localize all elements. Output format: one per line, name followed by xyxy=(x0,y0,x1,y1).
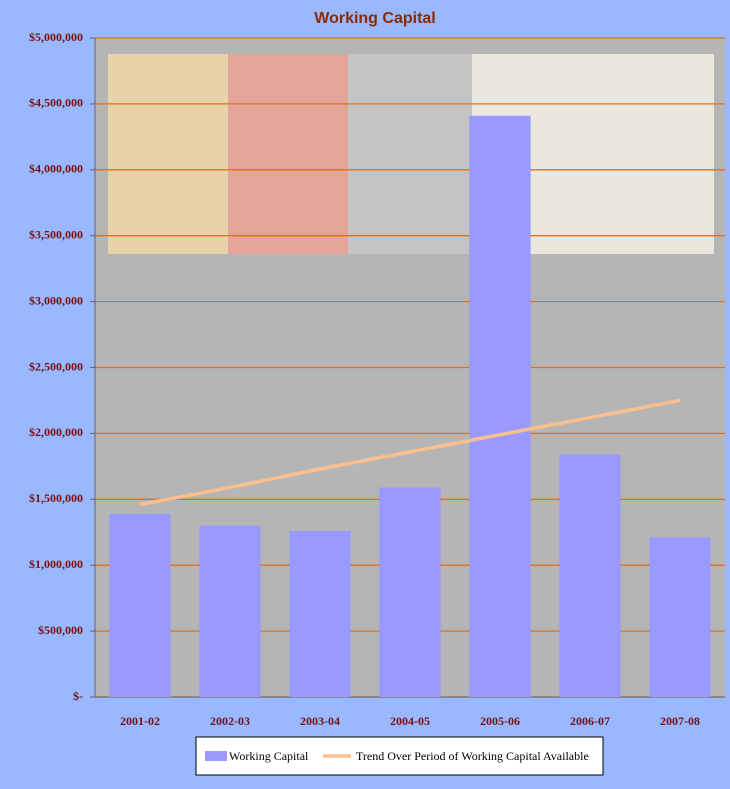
bar xyxy=(379,487,441,697)
bar xyxy=(199,525,261,697)
legend-label: Working Capital xyxy=(229,749,309,763)
chart-title: Working Capital xyxy=(314,10,436,27)
x-tick-label: 2002-03 xyxy=(210,714,250,728)
y-tick-label: $3,500,000 xyxy=(29,227,83,241)
bar xyxy=(649,537,711,697)
y-tick-label: $4,000,000 xyxy=(29,162,83,176)
bar xyxy=(109,513,171,697)
legend-label: Trend Over Period of Working Capital Ava… xyxy=(356,749,589,763)
bar xyxy=(289,530,351,697)
y-tick-label: $4,500,000 xyxy=(29,96,83,110)
decor-panel xyxy=(108,54,228,254)
bar xyxy=(469,115,531,697)
y-tick-label: $2,500,000 xyxy=(29,359,83,373)
decor-panel xyxy=(228,54,348,254)
legend xyxy=(195,736,604,776)
x-tick-label: 2006-07 xyxy=(570,714,610,728)
bar xyxy=(559,454,621,697)
y-tick-label: $- xyxy=(73,689,83,703)
y-tick-label: $500,000 xyxy=(38,623,83,637)
x-tick-label: 2004-05 xyxy=(390,714,430,728)
x-tick-label: 2001-02 xyxy=(120,714,160,728)
legend-swatch xyxy=(205,751,227,761)
trend-line xyxy=(139,398,681,507)
y-tick-label: $3,000,000 xyxy=(29,293,83,307)
x-tick-label: 2003-04 xyxy=(300,714,340,728)
x-tick-label: 2005-06 xyxy=(480,714,520,728)
x-tick-label: 2007-08 xyxy=(660,714,700,728)
y-tick-label: $2,000,000 xyxy=(29,425,83,439)
y-tick-label: $1,500,000 xyxy=(29,491,83,505)
decor-panel xyxy=(348,54,472,254)
y-tick-label: $5,000,000 xyxy=(29,30,83,44)
y-tick-label: $1,000,000 xyxy=(29,557,83,571)
